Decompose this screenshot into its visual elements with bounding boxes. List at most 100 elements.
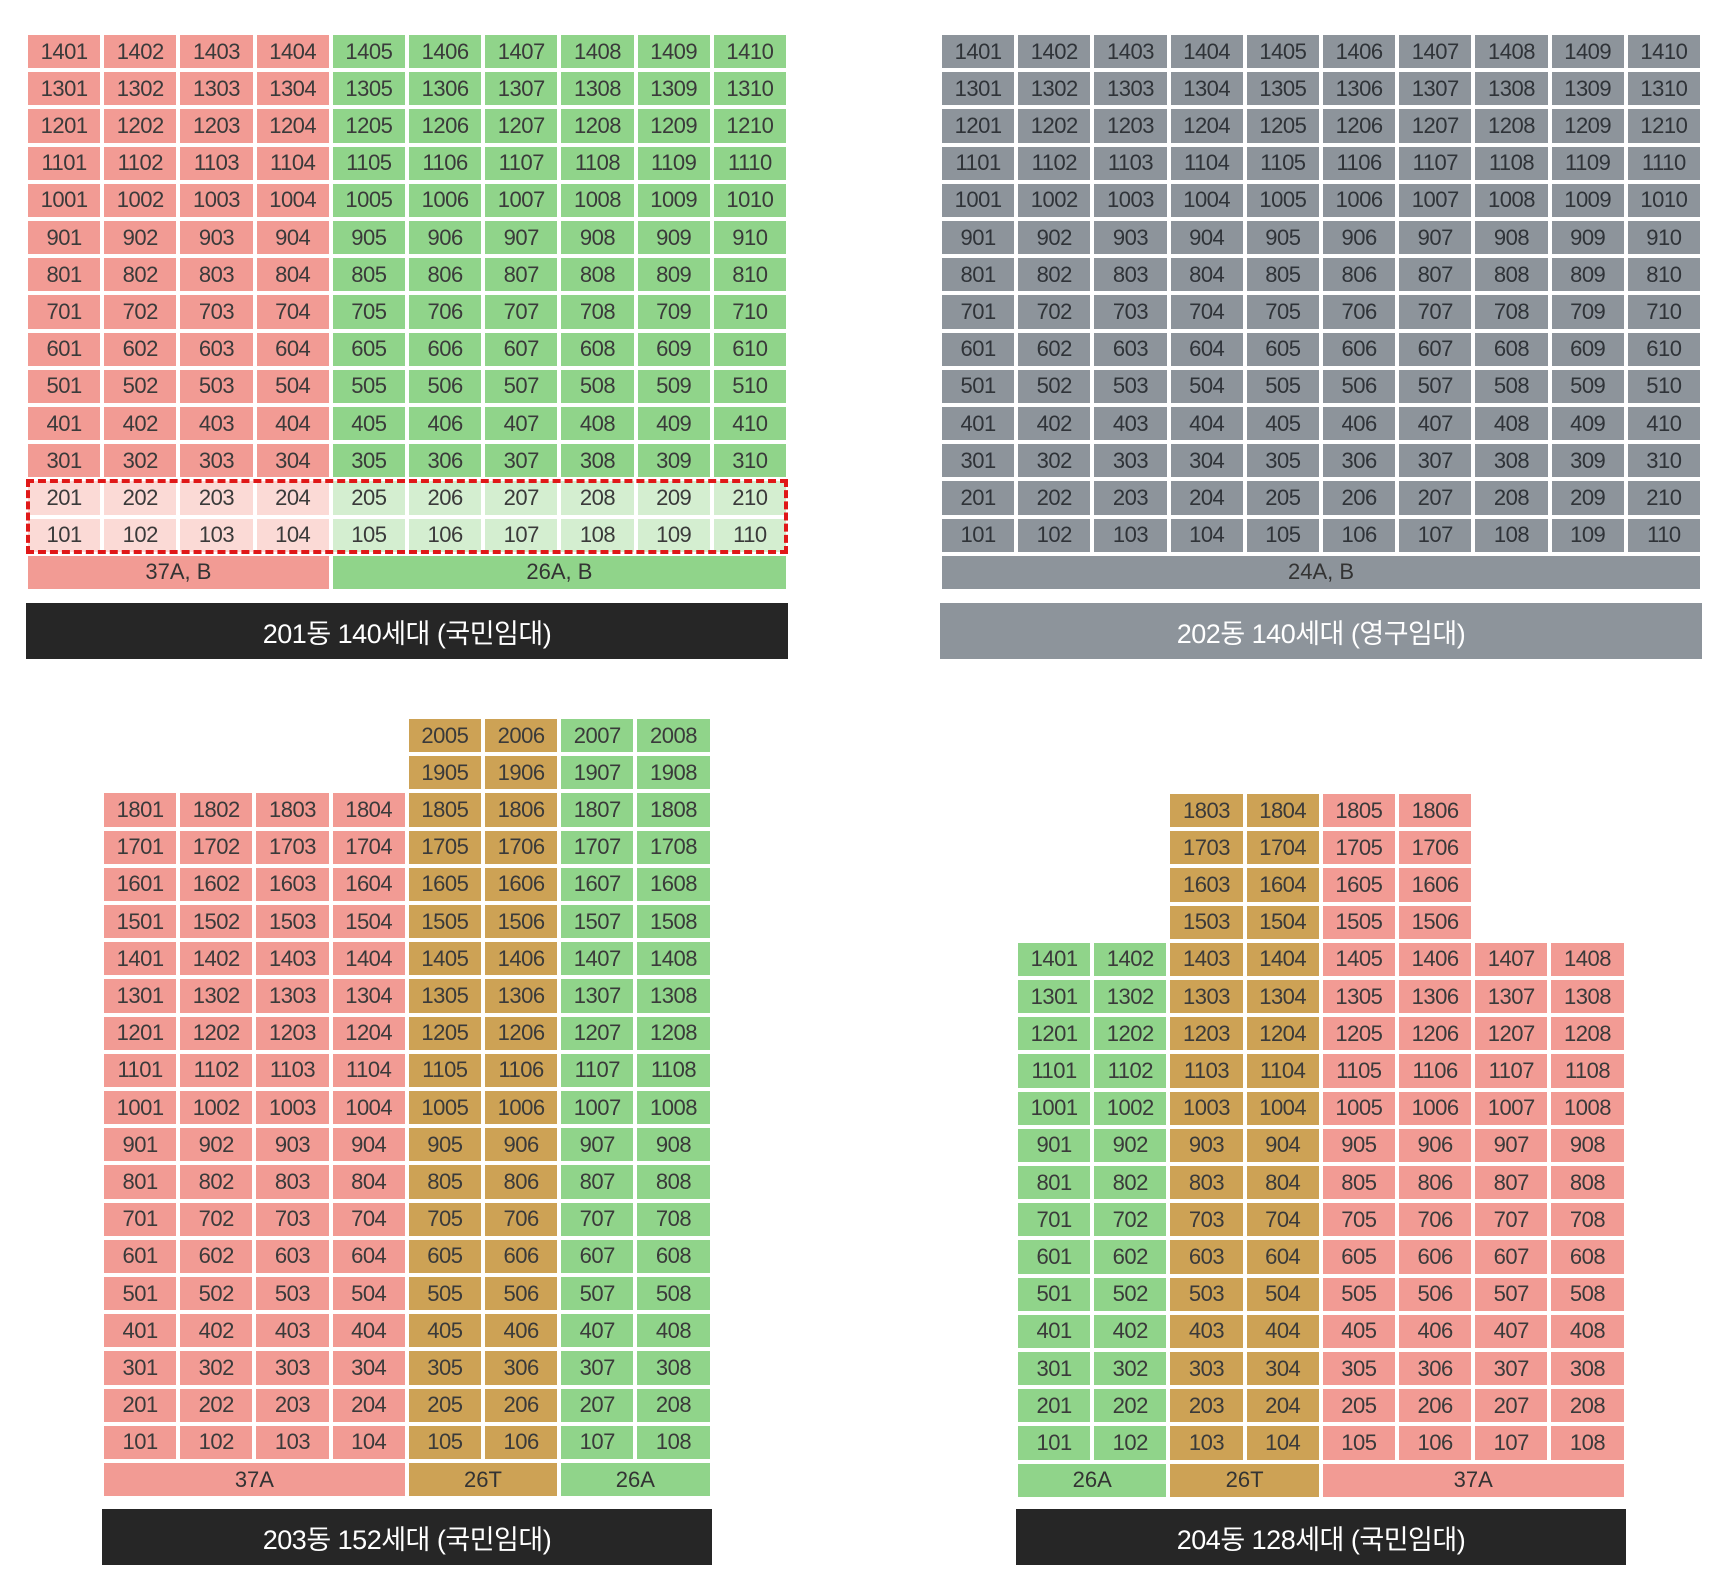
unit-cell: 802 <box>102 256 179 294</box>
unit-cell: 304 <box>330 1349 407 1387</box>
unit-cell: 102 <box>1092 1424 1169 1462</box>
unit-cell: 301 <box>1016 1350 1093 1388</box>
unit-cell: 108 <box>1473 516 1550 554</box>
unit-cell: 1807 <box>559 791 636 829</box>
unit-cell: 1302 <box>1016 70 1093 108</box>
unit-cell: 1207 <box>559 1014 636 1052</box>
unit-cell: 803 <box>178 256 255 294</box>
unit-cell: 404 <box>330 1312 407 1350</box>
unit-cell: 1802 <box>178 791 255 829</box>
unit-cell: 904 <box>1244 1126 1321 1164</box>
unit-cell: 1302 <box>1092 978 1169 1016</box>
unit-cell: 908 <box>1473 219 1550 257</box>
unit-cell: 105 <box>330 516 407 554</box>
unit-cell: 509 <box>1549 367 1626 405</box>
unit-cell: 1203 <box>1092 107 1169 145</box>
unit-cell: 401 <box>1016 1312 1093 1350</box>
unit-cell: 509 <box>635 367 712 405</box>
unit-cell: 1405 <box>330 33 407 71</box>
unit-cell: 1103 <box>178 144 255 182</box>
unit-cell: 1202 <box>1092 1015 1169 1053</box>
unit-cell: 507 <box>483 367 560 405</box>
unit-cell: 1402 <box>178 940 255 978</box>
unit-cell: 707 <box>559 1200 636 1238</box>
unit-cell: 603 <box>254 1237 331 1275</box>
unit-cell: 406 <box>483 1312 560 1350</box>
unit-cell: 303 <box>1092 442 1169 480</box>
unit-cell: 1705 <box>1320 829 1397 867</box>
building-title-202: 202동 140세대 (영구임대) <box>940 603 1702 659</box>
unit-cell: 1603 <box>254 865 331 903</box>
unit-cell: 603 <box>1168 1238 1245 1276</box>
unit-cell: 408 <box>559 405 636 443</box>
unit-cell: 1005 <box>1244 181 1321 219</box>
unit-cell: 1704 <box>330 828 407 866</box>
unit-cell: 1707 <box>559 828 636 866</box>
unit-cell: 2006 <box>483 717 560 755</box>
unit-cell: 1605 <box>406 865 483 903</box>
unit-cell: 202 <box>178 1386 255 1424</box>
unit-cell: 808 <box>559 256 636 294</box>
unit-cell: 601 <box>102 1237 179 1275</box>
unit-cell: 702 <box>102 293 179 331</box>
unit-cell: 1407 <box>1397 33 1474 71</box>
unit-cell: 602 <box>1016 330 1093 368</box>
unit-cell: 1205 <box>1244 107 1321 145</box>
unit-cell: 1403 <box>254 940 331 978</box>
unit-cell: 710 <box>1625 293 1702 331</box>
unit-cell: 907 <box>559 1126 636 1164</box>
unit-cell: 307 <box>1397 442 1474 480</box>
unit-cell: 1002 <box>178 1089 255 1127</box>
unit-cell: 206 <box>1321 479 1398 517</box>
unit-cell: 1405 <box>1244 33 1321 71</box>
unit-cell: 1705 <box>406 828 483 866</box>
unit-cell: 407 <box>1397 405 1474 443</box>
unit-cell: 402 <box>178 1312 255 1350</box>
unit-cell: 1908 <box>635 754 712 792</box>
unit-cell: 604 <box>330 1237 407 1275</box>
unit-cell: 806 <box>1397 1164 1474 1202</box>
unit-cell: 501 <box>26 367 103 405</box>
unit-cell: 604 <box>1168 330 1245 368</box>
unit-cell: 709 <box>1549 293 1626 331</box>
unit-cell: 506 <box>1397 1275 1474 1313</box>
unit-cell: 401 <box>26 405 103 443</box>
unit-cell: 806 <box>483 1163 560 1201</box>
unit-cell: 307 <box>1473 1350 1550 1388</box>
unit-cell: 1002 <box>1016 181 1093 219</box>
unit-cell: 605 <box>330 330 407 368</box>
unit-cell: 309 <box>1549 442 1626 480</box>
unit-cell: 1305 <box>330 70 407 108</box>
unit-cell: 307 <box>483 442 560 480</box>
unit-cell: 1201 <box>940 107 1017 145</box>
unit-cell: 1003 <box>178 181 255 219</box>
unit-cell: 203 <box>1092 479 1169 517</box>
unit-cell: 1006 <box>407 181 484 219</box>
unit-cell: 808 <box>635 1163 712 1201</box>
unit-cell: 110 <box>1625 516 1702 554</box>
unit-cell: 703 <box>1092 293 1169 331</box>
unit-cell: 1407 <box>559 940 636 978</box>
unit-cell: 1408 <box>559 33 636 71</box>
unit-cell: 103 <box>1168 1424 1245 1462</box>
unit-cell: 107 <box>483 516 560 554</box>
unit-cell: 1603 <box>1168 866 1245 904</box>
unit-cell: 1108 <box>1549 1052 1626 1090</box>
unit-cell: 1307 <box>559 977 636 1015</box>
unit-cell: 501 <box>102 1275 179 1313</box>
unit-cell: 208 <box>1549 1387 1626 1425</box>
unit-cell: 603 <box>1092 330 1169 368</box>
unit-cell: 708 <box>559 293 636 331</box>
unit-cell: 105 <box>1320 1424 1397 1462</box>
unit-cell: 203 <box>254 1386 331 1424</box>
unit-cell: 208 <box>635 1386 712 1424</box>
unit-cell: 1402 <box>1092 940 1169 978</box>
unit-cell: 602 <box>102 330 179 368</box>
unit-cell: 101 <box>940 516 1017 554</box>
unit-cell: 1102 <box>1016 144 1093 182</box>
unit-cell: 901 <box>940 219 1017 257</box>
unit-cell: 1806 <box>1397 792 1474 830</box>
unit-cell: 803 <box>254 1163 331 1201</box>
unit-cell: 806 <box>1321 256 1398 294</box>
unit-cell: 903 <box>1092 219 1169 257</box>
